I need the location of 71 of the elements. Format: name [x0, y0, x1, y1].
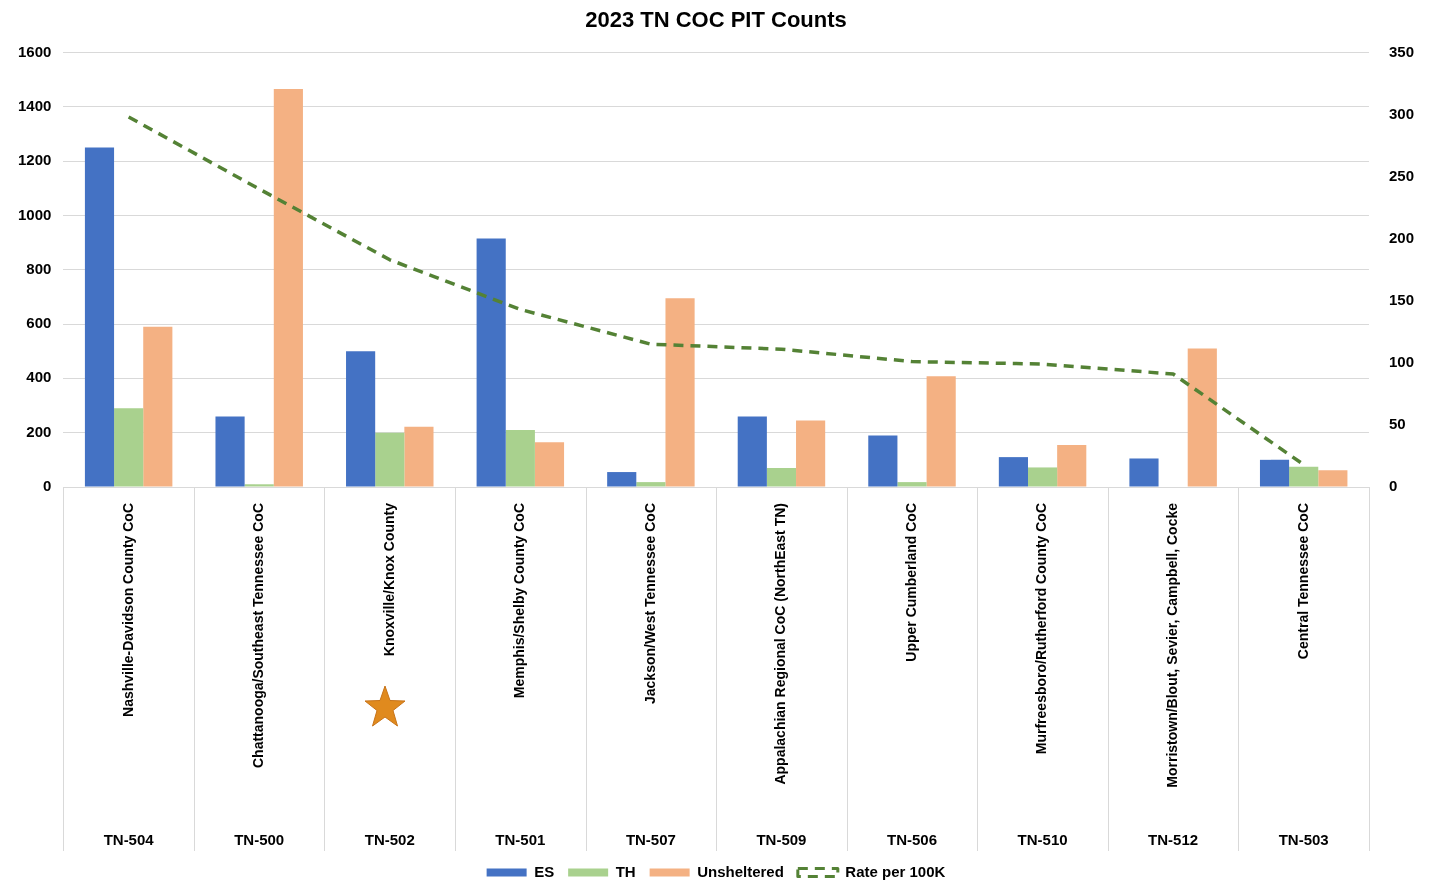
- text: TN-512: [1148, 831, 1199, 849]
- bar: [244, 484, 274, 487]
- y-tick-label: 800: [26, 259, 52, 277]
- bar: [273, 89, 303, 487]
- bar: [1187, 348, 1217, 487]
- text: TN-509: [756, 831, 807, 849]
- bar: [404, 426, 434, 487]
- bar: [534, 442, 565, 487]
- x-tick-label: Central Tennessee CoC: [1294, 503, 1311, 660]
- bar: [1289, 466, 1319, 487]
- bar: [1057, 444, 1087, 487]
- bar: [665, 298, 695, 487]
- legend-label: TH: [615, 862, 636, 880]
- bar: [114, 408, 144, 487]
- legend-label: Unsheltered: [697, 862, 784, 880]
- y-tick-label: 200: [26, 422, 52, 440]
- x-tick-label: Knoxville/Knox County: [380, 502, 397, 657]
- text: TN-502: [364, 831, 415, 849]
- y-tick-label: 0: [43, 477, 52, 495]
- bar: [143, 326, 173, 487]
- y-tick-label: 1400: [17, 96, 52, 114]
- x-tick-label: Jackson/West Tennessee CoC: [641, 503, 658, 705]
- x-tick-label: Chattanooga/Southeast Tennessee CoC: [250, 503, 267, 769]
- y2-tick-label: 50: [1388, 415, 1406, 433]
- bar: [868, 435, 898, 487]
- bar: [1129, 458, 1159, 487]
- bar: [84, 147, 115, 487]
- x-tick-label: Morristown/Blout, Sevier, Campbell, Cocke: [1163, 502, 1180, 788]
- legend-label: ES: [534, 862, 555, 880]
- text: TN-504: [103, 831, 155, 849]
- x-tick-label: Memphis/Shelby County CoC: [511, 503, 528, 699]
- bar: [1318, 470, 1348, 487]
- text: TN-501: [495, 831, 546, 849]
- text: TN-506: [887, 831, 938, 849]
- bar: [215, 416, 245, 487]
- y2-tick-label: 100: [1388, 352, 1414, 370]
- bar: [926, 376, 956, 487]
- y-tick-label: 1200: [17, 151, 52, 169]
- bar: [346, 351, 376, 487]
- y2-tick-label: 250: [1388, 166, 1414, 184]
- bar: [505, 429, 535, 487]
- x-tick-label: Upper Cumberland CoC: [902, 503, 919, 662]
- y2-tick-label: 200: [1388, 228, 1414, 246]
- legend-label: Rate per 100K: [845, 862, 946, 880]
- bar: [737, 416, 767, 487]
- bar: [998, 457, 1028, 487]
- text: TN-507: [625, 831, 676, 849]
- y2-tick-label: 350: [1388, 42, 1414, 60]
- y-tick-label: 1600: [17, 42, 52, 60]
- bar: [796, 420, 826, 487]
- bar: [766, 467, 797, 487]
- bar: [375, 432, 405, 487]
- text: TN-510: [1017, 831, 1068, 849]
- x-tick-label: Appalachian Regional CoC (NorthEast TN): [772, 503, 789, 785]
- y2-tick-label: 150: [1388, 290, 1414, 308]
- y2-tick-label: 0: [1388, 477, 1398, 495]
- bar: [1027, 467, 1058, 487]
- y2-tick-label: 300: [1388, 104, 1414, 122]
- x-tick-label: Murfreesboro/Rutherford County CoC: [1033, 503, 1050, 755]
- bar: [897, 482, 927, 487]
- bar: [1259, 459, 1290, 487]
- y-tick-label: 400: [26, 368, 52, 386]
- x-tick-label: Nashville-Davidson County CoC: [119, 503, 136, 717]
- chart-title: 2023 TN COC PIT Counts: [585, 7, 847, 33]
- y-tick-label: 1000: [17, 205, 52, 223]
- y-tick-label: 600: [26, 314, 52, 332]
- bar: [607, 472, 637, 487]
- bar: [636, 482, 666, 487]
- text: TN-503: [1278, 831, 1329, 849]
- bar: [476, 238, 506, 487]
- text: TN-500: [234, 831, 285, 849]
